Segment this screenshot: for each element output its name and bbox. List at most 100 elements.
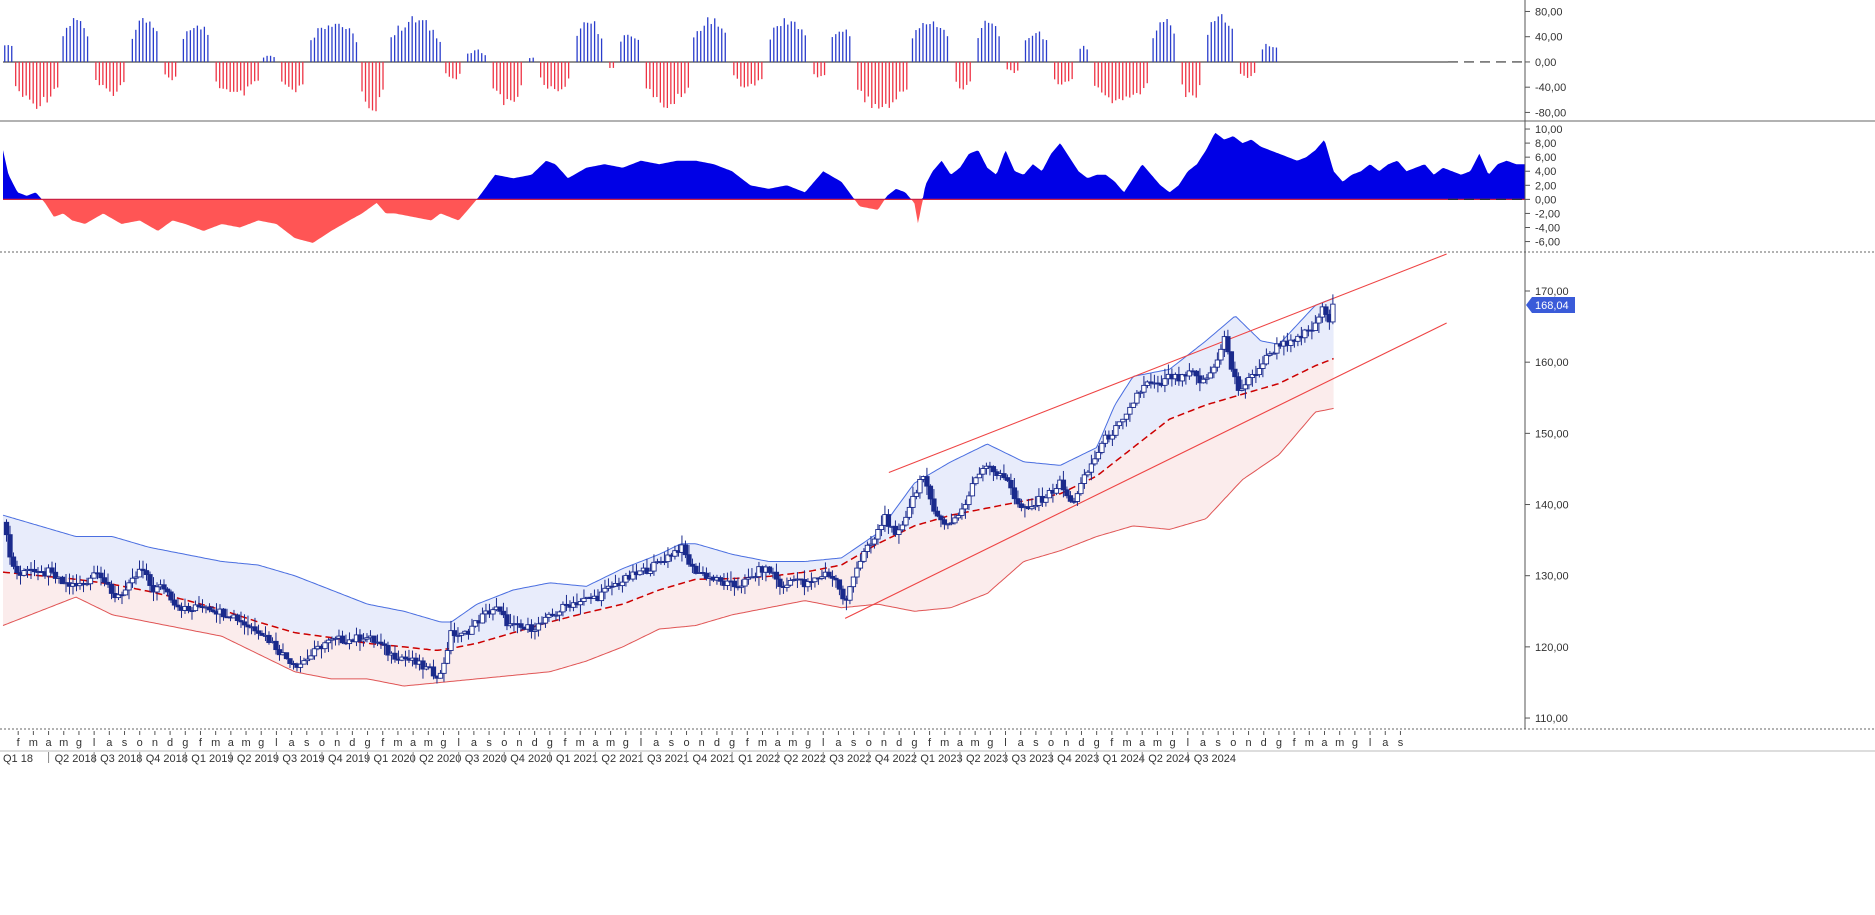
x-quarter-label: Q1 2022 <box>738 753 780 765</box>
x-quarter-label: Q2 2024 <box>1148 753 1190 765</box>
candle-body <box>703 572 710 579</box>
candle-body <box>976 473 983 479</box>
candle-body <box>833 577 839 581</box>
histogram-panel <box>3 132 1525 243</box>
x-month-label: m <box>29 737 38 749</box>
candle-body <box>682 544 689 556</box>
candle-body <box>497 606 503 612</box>
candle-body <box>14 565 20 574</box>
candle-body <box>441 662 447 674</box>
candle-body <box>1015 498 1021 505</box>
candle-body <box>1225 336 1231 353</box>
x-month-label: m <box>1335 737 1344 749</box>
candle-body <box>1130 402 1137 408</box>
candle-body <box>1288 339 1294 346</box>
candle-body <box>899 524 906 531</box>
x-month-label: s <box>669 737 675 749</box>
candle-body <box>52 571 59 579</box>
x-quarter-label: Q3 2019 <box>282 753 324 765</box>
candle-body <box>861 551 867 562</box>
candle-body <box>234 614 241 622</box>
y-tick-label: 40,00 <box>1535 32 1563 44</box>
y-tick-label: -2,00 <box>1535 208 1560 220</box>
x-quarter-label: Q3 2020 <box>465 753 507 765</box>
candle-body <box>871 538 878 545</box>
y-tick-label: 150,00 <box>1535 428 1569 440</box>
x-month-label: a <box>592 737 599 749</box>
candle-body <box>931 498 937 512</box>
candle-body <box>1053 488 1060 494</box>
candle-body <box>518 623 524 628</box>
candle-body <box>311 648 318 657</box>
candle-body <box>581 597 587 602</box>
candle-body <box>686 554 692 565</box>
candle-body <box>189 610 195 613</box>
x-month-label: o <box>866 737 872 749</box>
x-month-label: o <box>683 737 689 749</box>
x-month-label: d <box>714 737 720 749</box>
candle-body <box>689 563 696 567</box>
x-quarter-label: Q3 2021 <box>647 753 689 765</box>
x-month-label: d <box>349 737 355 749</box>
x-quarter-label: Q3 2023 <box>1012 753 1054 765</box>
candle-body <box>469 625 475 635</box>
y-tick-label: 130,00 <box>1535 571 1569 583</box>
x-month-label: g <box>729 737 735 749</box>
candle-body <box>672 550 678 557</box>
candle-body <box>885 514 892 527</box>
x-month-label: a <box>957 737 964 749</box>
x-month-label: a <box>228 737 235 749</box>
candle-body <box>392 652 398 660</box>
candle-body <box>479 613 486 624</box>
x-quarter-label: Q2 2021 <box>601 753 643 765</box>
x-month-label: a <box>653 737 660 749</box>
candle-body <box>836 579 843 590</box>
y-tick-label: 8,00 <box>1535 138 1556 150</box>
x-month-label: s <box>304 737 310 749</box>
candle-body <box>136 568 143 578</box>
candle-body <box>1218 348 1224 361</box>
candle-body <box>1302 329 1308 339</box>
candle-body <box>161 584 167 590</box>
candle-body <box>819 576 825 579</box>
x-month-label: s <box>486 737 492 749</box>
candle-body <box>1018 503 1025 509</box>
x-quarter-label: Q4 2020 <box>510 753 552 765</box>
candle-body <box>1235 376 1242 391</box>
oscillator-panel <box>3 14 1448 112</box>
candle-body <box>451 630 458 637</box>
x-month-label: m <box>940 737 949 749</box>
candle-body <box>301 660 307 665</box>
x-month-label: a <box>1200 737 1207 749</box>
candle-body <box>1260 363 1266 369</box>
candle-body <box>598 591 605 602</box>
x-month-label: o <box>137 737 143 749</box>
candle-body <box>651 561 657 572</box>
candle-body <box>402 656 409 660</box>
candle-body <box>154 586 160 593</box>
x-month-label: m <box>424 737 433 749</box>
x-month-label: m <box>576 737 585 749</box>
x-month-label: f <box>199 737 203 749</box>
trendline-lower <box>844 322 1447 619</box>
x-month-label: d <box>167 737 173 749</box>
x-month-label: m <box>758 737 767 749</box>
candle-body <box>826 571 832 577</box>
candle-body <box>619 581 626 587</box>
x-month-label: d <box>896 737 902 749</box>
candle-body <box>1085 471 1091 476</box>
x-month-label: n <box>516 737 522 749</box>
candle-body <box>10 556 17 567</box>
x-month-label: a <box>1139 737 1146 749</box>
candle-body <box>1330 303 1336 323</box>
candle-body <box>238 620 244 623</box>
x-month-label: a <box>289 737 296 749</box>
candle-body <box>913 492 920 497</box>
candle-body <box>1186 370 1193 377</box>
candle-body <box>164 588 171 593</box>
candle-body <box>955 515 962 519</box>
x-month-label: l <box>457 737 459 749</box>
candle-body <box>245 624 251 628</box>
x-month-label: g <box>364 737 370 749</box>
